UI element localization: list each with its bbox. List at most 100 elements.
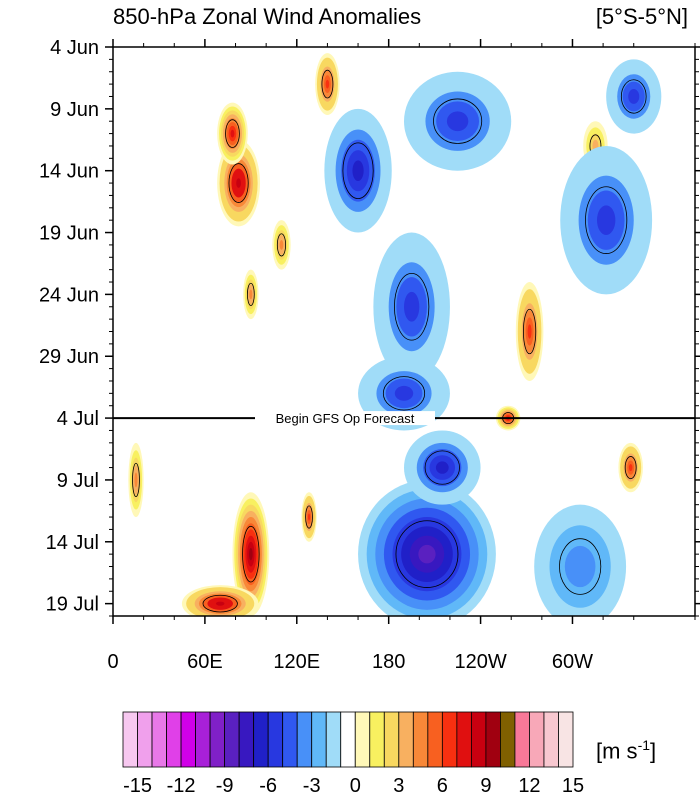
colorbar-swatch <box>296 711 313 768</box>
westerly-anomaly-9-level-1 <box>307 513 311 521</box>
easterly-anomaly-15-level-1 <box>352 160 364 182</box>
y-tick-label: 24 Jun <box>39 284 99 306</box>
westerly-anomaly-0-level-1 <box>236 178 241 188</box>
colorbar-swatch <box>238 711 255 768</box>
colorbar-swatch <box>282 711 298 768</box>
colorbar-swatch <box>441 711 458 768</box>
y-tick-label: 14 Jun <box>39 161 99 183</box>
x-tick-label: 120E <box>273 651 320 673</box>
colorbar-tick-label: -9 <box>216 775 234 797</box>
colorbar-tick-label: 12 <box>518 775 540 797</box>
easterly-anomaly-21-level-1 <box>564 545 596 588</box>
colorbar-tick-label: -6 <box>259 775 277 797</box>
contour-16 <box>394 272 430 341</box>
colorbar-swatch <box>412 711 429 768</box>
westerly-anomaly-10-level-1 <box>628 464 633 472</box>
contour-8 <box>202 594 238 613</box>
colorbar-swatch <box>180 711 196 768</box>
colorbar-tick-label: 3 <box>393 775 404 797</box>
colorbar-tick-label: -15 <box>123 775 152 797</box>
contour-17 <box>433 98 483 144</box>
colorbar-units: [m s-1] <box>596 737 656 764</box>
chart-title: 850-hPa Zonal Wind Anomalies <box>113 4 422 29</box>
colorbar-swatch <box>340 711 356 768</box>
westerly-anomaly-2-level-1 <box>325 79 330 89</box>
colorbar-tick-label: -3 <box>303 775 321 797</box>
region-label: [5°S-5°N] <box>595 4 688 29</box>
colorbar-swatch <box>514 711 530 768</box>
contour-10 <box>624 456 637 480</box>
forecast-label-background <box>255 411 435 426</box>
y-tick-label: 4 Jun <box>50 37 99 59</box>
colorbar-swatch <box>398 711 414 768</box>
colorbar-swatch <box>122 711 138 768</box>
contour-0 <box>228 163 249 203</box>
contour-9 <box>305 505 313 529</box>
westerly-anomaly-11-level-1 <box>134 472 138 488</box>
y-tick-label: 9 Jun <box>50 99 99 121</box>
forecast-start-annotation: Begin GFS Op Forecast <box>276 411 415 426</box>
contour-5 <box>522 308 537 355</box>
contour-3 <box>276 233 287 257</box>
colorbar-tick-label: 0 <box>350 775 361 797</box>
y-tick-label: 9 Jul <box>57 470 99 492</box>
easterly-anomaly-17-level-1 <box>446 111 469 132</box>
colorbar-swatch <box>470 711 487 768</box>
colorbar-swatch <box>485 711 501 768</box>
colorbar-swatch <box>224 711 240 768</box>
y-axis: 4 Jun 9 Jun 14 Jun 19 Jun 24 Jun 29 Jun 4 Jul 9… <box>39 37 700 617</box>
x-tick-label: 0 <box>107 651 118 673</box>
contour-15 <box>342 142 374 199</box>
easterly-anomaly-16-level-1 <box>404 291 420 322</box>
colorbar-swatch <box>500 711 516 768</box>
colorbar-tick-labels: -15 -12 -9 -6 -3 0 3 6 9 12 15 <box>123 775 584 797</box>
contour-7 <box>242 525 260 583</box>
anomaly-field <box>128 53 662 616</box>
colorbar-swatch <box>558 711 574 768</box>
colorbar-swatch <box>383 711 400 768</box>
colorbar-swatch <box>253 711 269 768</box>
x-tick-label: 120W <box>454 651 506 673</box>
colorbar-tick-label: 15 <box>562 775 584 797</box>
colorbar-swatch <box>137 711 153 768</box>
contour-21 <box>559 538 602 595</box>
westerly-anomaly-3-level-1 <box>279 239 284 250</box>
y-tick-label: 19 Jul <box>46 594 99 616</box>
easterly-anomaly-19-level-1 <box>628 89 640 104</box>
contour-2 <box>321 69 334 99</box>
units-exponent: -1 <box>637 737 651 753</box>
y-tick-label: 19 Jun <box>39 223 99 245</box>
contour-18 <box>585 186 628 254</box>
colorbar-swatch <box>166 711 182 768</box>
colorbar <box>122 711 574 768</box>
contour-1 <box>225 119 240 148</box>
y-tick-label: 29 Jun <box>39 346 99 368</box>
contour-19 <box>620 79 647 114</box>
easterly-anomaly-20-level-1 <box>394 385 414 401</box>
y-tick-label: 4 Jul <box>57 408 99 430</box>
easterly-anomaly-14-level-1 <box>435 461 449 474</box>
contour-20 <box>382 376 426 411</box>
contour-4 <box>246 282 255 306</box>
colorbar-swatch <box>311 711 327 768</box>
colorbar-swatch <box>369 711 385 768</box>
westerly-anomaly-7-level-1 <box>249 547 253 561</box>
x-tick-label: 60W <box>552 651 593 673</box>
colorbar-swatch <box>543 711 559 768</box>
colorbar-swatch <box>427 711 443 768</box>
colorbar-swatch <box>529 711 545 768</box>
colorbar-swatch <box>267 711 284 768</box>
y-tick-label: 14 Jul <box>46 532 99 554</box>
colorbar-swatch <box>151 711 167 768</box>
colorbar-swatch <box>456 711 472 768</box>
contour-13 <box>395 520 459 588</box>
colorbar-swatch <box>354 711 371 768</box>
units-label: [m s <box>596 738 638 764</box>
easterly-anomaly-18-level-1 <box>596 205 616 236</box>
x-axis: 0 60E 120E 180 120W 60W <box>107 39 696 673</box>
x-tick-label: 180 <box>372 651 405 673</box>
colorbar-swatch <box>209 711 226 768</box>
westerly-anomaly-8-level-1 <box>215 601 225 606</box>
westerly-anomaly-5-level-1 <box>527 324 532 339</box>
